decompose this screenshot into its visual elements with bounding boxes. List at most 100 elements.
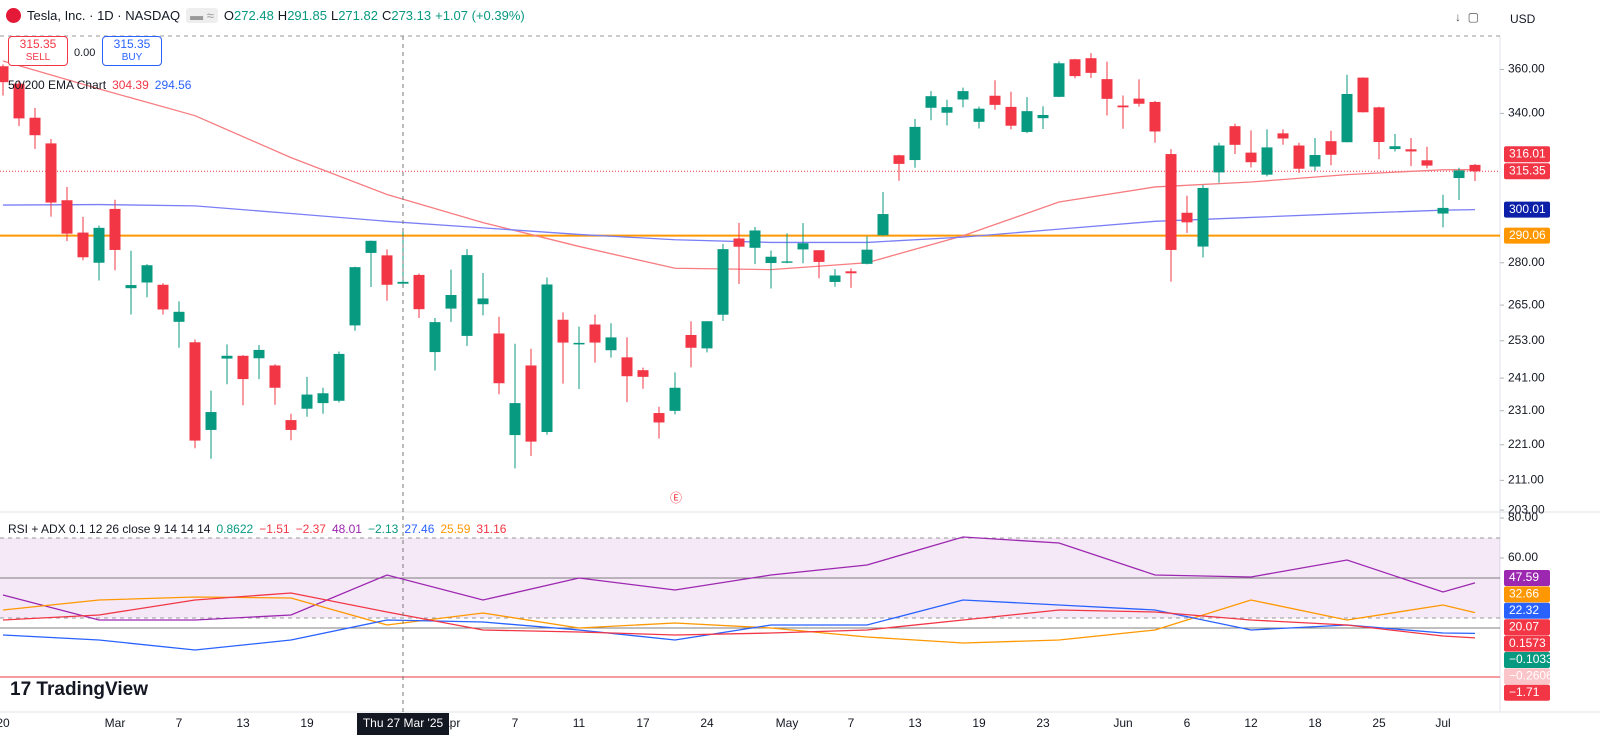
sell-price: 315.35 [19,37,57,51]
x-tick-label: 20 [0,716,10,730]
candle-body [61,200,73,234]
candle-body [1133,98,1145,104]
crosshair-label-bg [357,713,449,735]
candle-body [733,238,745,247]
candle-body [685,334,697,348]
candle-body [621,357,633,377]
candle-body [573,342,585,345]
candle-body [557,319,569,343]
candle-body [1197,187,1209,247]
price-label: 290.06 [1509,228,1546,242]
candle-body [781,261,793,263]
brand-logo: 17 [10,679,37,700]
indicator-legend: RSI + ADX 0.1 12 26 close 9 14 14 14 0.86… [8,522,506,536]
y-tick-label: 231.00 [1508,403,1545,417]
candle-body [525,365,537,442]
price-label: 0.1573 [1509,636,1546,650]
candle-body [1037,114,1049,119]
candle-body [189,342,201,441]
candle-body [509,403,521,436]
ema-value: 304.39 [112,78,149,92]
candle-body [605,337,617,351]
series-line [2,203,1476,244]
candle-body [1309,155,1321,167]
y-tick-label: 203.00 [1508,502,1545,516]
candle-body [1261,147,1273,175]
candle-body [925,96,937,108]
buy-label: BUY [121,52,143,63]
candle-body [1053,63,1065,97]
price-label: −0.1033 [1509,652,1553,666]
indicator-value: −2.13 [367,522,399,536]
x-tick-label: May [776,716,799,730]
price-label-bg [1504,652,1550,668]
symbol-title[interactable]: Tesla, Inc. · 1D · NASDAQ [27,8,181,23]
price-label: 20.07 [1509,619,1539,633]
candle-body [157,284,169,310]
ohlc-key: O [223,8,235,23]
candle-body [813,250,825,262]
candle-body [301,394,313,409]
candle-body [669,387,681,411]
x-tick-label: 12 [1244,716,1258,730]
series-line [2,596,1476,644]
candle-body [893,155,905,164]
sell-button[interactable]: 315.35 SELL [8,36,68,66]
toolbar-icons[interactable]: ↓ ▢ [1455,10,1480,24]
candle-body [973,108,985,122]
x-tick-label: 13 [908,716,922,730]
candle-body [45,143,57,203]
indicator-value: −2.37 [295,522,326,536]
y-tick-label: 360.00 [1508,62,1545,76]
price-label-bg [1504,684,1550,701]
candle-body [1437,207,1449,214]
y-tick-label: 340.00 [1508,106,1545,120]
price-label: 300.01 [1509,202,1546,216]
buy-price: 315.35 [113,37,151,51]
candle-body [1245,152,1257,163]
spread: 0.00 [74,47,96,59]
x-tick-label: 7 [512,716,519,730]
candle-body [1005,106,1017,126]
ohlc-value: 271.82 [338,8,378,23]
candle-body [1165,154,1177,250]
candle-body [93,227,105,263]
candle-body [989,95,1001,105]
candle-body [221,355,233,359]
candle-body [589,324,601,343]
candle-body [541,284,553,432]
candle-body [797,243,809,250]
x-tick-label: 19 [300,716,314,730]
candle-body [77,232,89,258]
candle-body [957,91,969,100]
candle-body [1325,141,1337,155]
currency[interactable]: USD [1510,12,1536,26]
price-label-bg [1504,586,1550,603]
candle-body [765,256,777,264]
candle-body [877,214,889,236]
buy-button[interactable]: 315.35 BUY [102,36,162,66]
candle-body [0,66,9,83]
candle-body [1469,164,1481,172]
eye-icon[interactable]: ▬ ≈ [186,8,218,23]
candle-body [1085,58,1097,73]
indicator-title: RSI + ADX 0.1 12 26 close 9 14 14 14 [8,522,211,536]
candle-body [349,267,361,326]
price-label-bg [1504,570,1550,586]
x-tick-label: Jul [1435,716,1450,730]
price-label-bg [1504,635,1550,652]
candle-body [1021,111,1033,132]
candle-body [253,349,265,359]
candle-body [173,311,185,322]
candle-body [109,208,121,250]
ohlc-value: 273.13 [391,8,432,23]
candle-body [845,271,857,274]
ohlc-key: L [330,8,339,23]
candle-body [29,117,41,136]
x-tick-label: 7 [176,716,183,730]
candle-body [1069,59,1081,77]
price-label-bg [1504,602,1550,619]
x-tick-label: 11 [573,716,586,730]
candle-body [717,249,729,315]
